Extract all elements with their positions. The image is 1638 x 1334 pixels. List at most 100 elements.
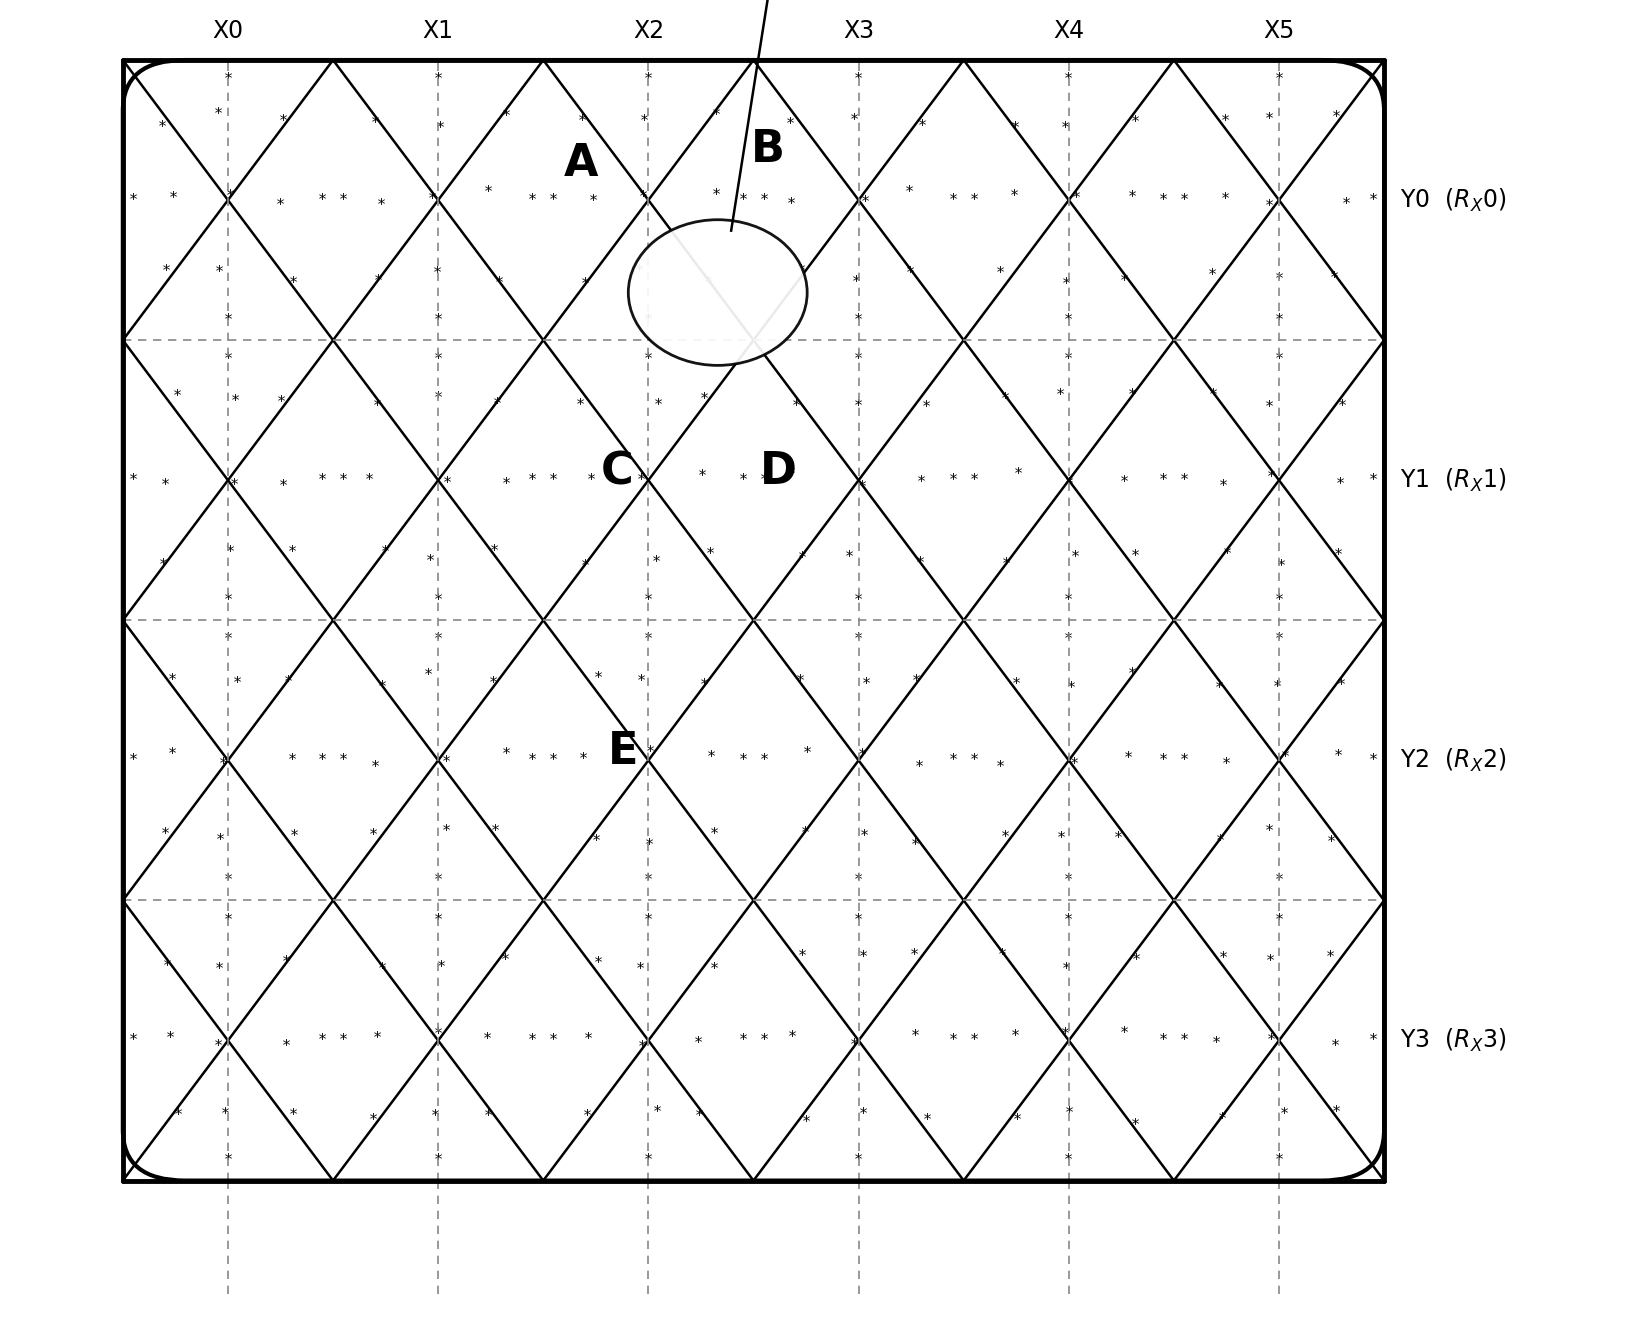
Text: *: *: [223, 72, 233, 87]
Text: *: *: [583, 1109, 591, 1125]
Text: *: *: [791, 399, 801, 415]
Text: *: *: [219, 756, 228, 772]
Text: *: *: [1061, 277, 1071, 292]
Text: *: *: [1065, 912, 1073, 927]
Text: *: *: [644, 1154, 654, 1169]
Text: *: *: [970, 1033, 980, 1049]
Text: *: *: [739, 1033, 747, 1049]
Text: *: *: [996, 760, 1006, 775]
Text: *: *: [434, 1027, 442, 1042]
Text: *: *: [1124, 751, 1133, 766]
Text: *: *: [970, 192, 980, 208]
Text: *: *: [527, 1033, 537, 1049]
Text: *: *: [1065, 632, 1073, 647]
Text: *: *: [223, 874, 233, 888]
Text: *: *: [577, 398, 585, 412]
Text: *: *: [282, 1039, 292, 1054]
Text: *: *: [527, 192, 537, 208]
Text: *: *: [1179, 472, 1189, 488]
Text: *: *: [948, 192, 958, 208]
Text: *: *: [434, 1154, 442, 1169]
Text: *: *: [161, 478, 169, 494]
Text: X4: X4: [1053, 19, 1084, 43]
Text: *: *: [695, 1037, 703, 1051]
Text: *: *: [1132, 1118, 1140, 1133]
Text: *: *: [948, 472, 958, 488]
Text: *: *: [483, 1031, 493, 1047]
Text: *: *: [1332, 1106, 1342, 1121]
Text: *: *: [644, 912, 654, 927]
Text: *: *: [1276, 559, 1286, 574]
Text: *: *: [906, 267, 916, 281]
Text: Y2  $( R_X 2 )$: Y2 $( R_X 2 )$: [1400, 747, 1507, 774]
Text: *: *: [709, 962, 719, 978]
Text: *: *: [216, 834, 224, 848]
Text: *: *: [278, 479, 288, 494]
Text: *: *: [288, 544, 298, 560]
Text: *: *: [339, 752, 349, 768]
Text: *: *: [1369, 1033, 1378, 1049]
Text: *: *: [998, 948, 1007, 963]
Text: X3: X3: [844, 19, 875, 43]
Text: Y1  $( R_X 1 )$: Y1 $( R_X 1 )$: [1400, 467, 1507, 494]
Text: *: *: [1274, 874, 1284, 888]
Text: *: *: [167, 747, 177, 762]
Text: *: *: [1002, 558, 1011, 572]
Text: *: *: [1274, 352, 1284, 367]
Text: *: *: [549, 192, 559, 208]
Text: *: *: [1220, 115, 1230, 129]
Text: *: *: [1158, 472, 1168, 488]
Text: *: *: [223, 912, 233, 927]
Text: *: *: [711, 108, 721, 123]
Text: A: A: [563, 143, 598, 185]
Text: *: *: [426, 554, 436, 568]
Text: *: *: [436, 121, 444, 136]
Text: *: *: [549, 1033, 559, 1049]
Text: *: *: [483, 1109, 493, 1125]
Text: *: *: [1274, 594, 1284, 608]
Text: *: *: [434, 594, 442, 608]
Text: *: *: [760, 472, 768, 488]
Text: *: *: [432, 267, 442, 281]
Text: *: *: [845, 550, 853, 564]
Text: *: *: [711, 827, 719, 843]
Text: *: *: [853, 632, 863, 647]
Text: *: *: [1012, 676, 1020, 691]
Text: *: *: [157, 120, 167, 135]
Text: *: *: [644, 313, 654, 328]
Text: *: *: [593, 956, 603, 971]
Text: *: *: [634, 264, 644, 280]
Text: *: *: [1369, 472, 1378, 488]
Text: *: *: [275, 197, 285, 212]
Text: *: *: [911, 1029, 919, 1043]
Text: *: *: [1001, 830, 1011, 844]
Text: *: *: [1011, 121, 1020, 136]
Text: *: *: [1061, 1027, 1070, 1042]
Text: *: *: [223, 352, 233, 367]
Text: *: *: [1215, 834, 1225, 850]
Text: *: *: [501, 109, 511, 124]
Text: *: *: [652, 555, 662, 571]
Text: *: *: [853, 352, 863, 367]
Text: *: *: [796, 675, 804, 690]
Text: *: *: [914, 760, 924, 775]
Text: *: *: [1065, 352, 1073, 367]
Text: E: E: [608, 731, 639, 774]
Text: *: *: [640, 113, 649, 129]
Text: *: *: [277, 395, 287, 411]
Text: *: *: [593, 671, 603, 686]
Text: *: *: [1209, 268, 1217, 283]
Text: *: *: [1009, 189, 1019, 204]
Text: *: *: [637, 1041, 647, 1055]
Text: *: *: [1066, 682, 1076, 696]
Text: *: *: [853, 72, 863, 87]
Text: *: *: [1011, 1029, 1019, 1045]
Text: *: *: [760, 192, 768, 208]
Text: *: *: [162, 264, 172, 279]
Text: *: *: [1327, 835, 1335, 850]
Text: *: *: [1338, 399, 1346, 414]
Text: *: *: [1281, 750, 1291, 764]
Text: *: *: [706, 547, 716, 562]
Text: *: *: [919, 119, 927, 133]
Text: *: *: [339, 1033, 349, 1049]
